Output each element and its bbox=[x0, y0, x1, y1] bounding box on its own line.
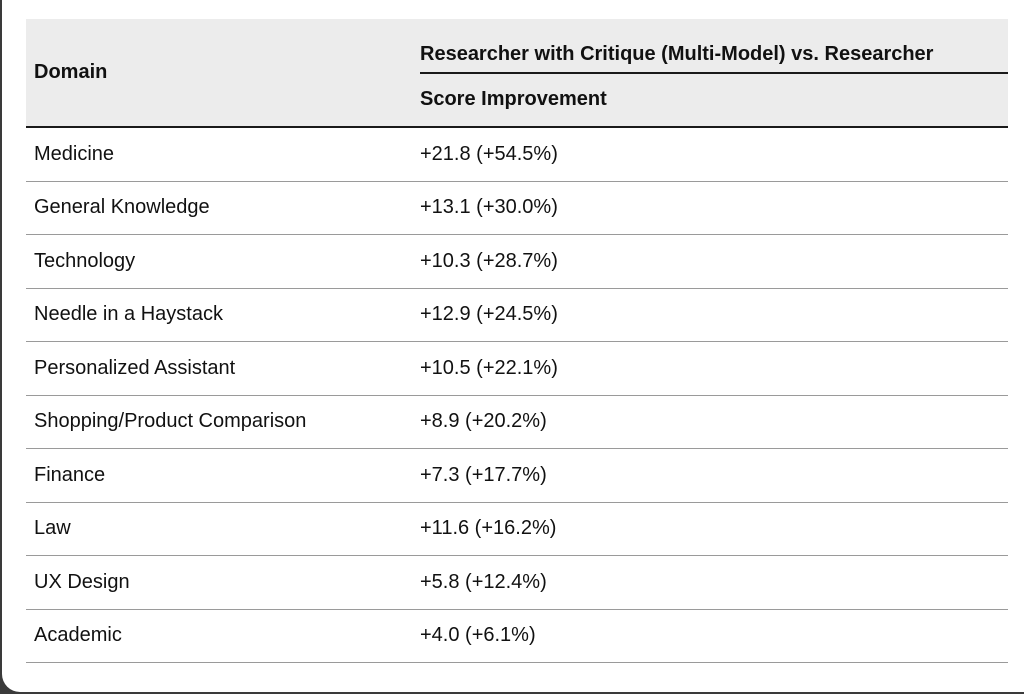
domain-column-header: Domain bbox=[26, 19, 410, 128]
score-improvement-cell: +10.3 (+28.7%) bbox=[410, 234, 1008, 289]
table-body: Medicine +21.8 (+54.5%) General Knowledge +… bbox=[26, 127, 1008, 663]
domain-cell: Needle in a Haystack bbox=[26, 288, 410, 342]
score-improvement-cell: +13.1 (+30.0%) bbox=[410, 181, 1008, 235]
group-column-header: Researcher with Critique (Multi-Model) v… bbox=[410, 19, 1008, 74]
domain-cell: Academic bbox=[26, 609, 410, 663]
results-table: Domain Researcher with Critique (Multi-M… bbox=[26, 19, 1008, 663]
score-improvement-cell: +21.8 (+54.5%) bbox=[410, 127, 1008, 182]
table-row: Law +11.6 (+16.2%) bbox=[26, 502, 1008, 556]
header-row-bottom: Score Improvement bbox=[26, 73, 1008, 128]
group-column-header-label: Researcher with Critique (Multi-Model) v… bbox=[420, 43, 1008, 74]
table-row: Academic +4.0 (+6.1%) bbox=[26, 609, 1008, 663]
table-row: Shopping/Product Comparison +8.9 (+20.2%) bbox=[26, 395, 1008, 449]
score-improvement-cell: +7.3 (+17.7%) bbox=[410, 448, 1008, 503]
domain-cell: Technology bbox=[26, 234, 410, 289]
score-improvement-cell: +8.9 (+20.2%) bbox=[410, 395, 1008, 449]
domain-cell: Medicine bbox=[26, 127, 410, 182]
score-improvement-cell: +11.6 (+16.2%) bbox=[410, 502, 1008, 556]
table-row: Medicine +21.8 (+54.5%) bbox=[26, 127, 1008, 182]
score-improvement-cell: +5.8 (+12.4%) bbox=[410, 555, 1008, 610]
table-row: Finance +7.3 (+17.7%) bbox=[26, 448, 1008, 503]
header-row-top: Domain Researcher with Critique (Multi-M… bbox=[26, 19, 1008, 128]
score-improvement-cell: +4.0 (+6.1%) bbox=[410, 609, 1008, 663]
domain-cell: Law bbox=[26, 502, 410, 556]
score-improvement-cell: +12.9 (+24.5%) bbox=[410, 288, 1008, 342]
domain-cell: General Knowledge bbox=[26, 181, 410, 235]
table-row: General Knowledge +13.1 (+30.0%) bbox=[26, 181, 1008, 235]
domain-cell: UX Design bbox=[26, 555, 410, 610]
domain-cell: Shopping/Product Comparison bbox=[26, 395, 410, 449]
table-row: Technology +10.3 (+28.7%) bbox=[26, 234, 1008, 289]
table-row: UX Design +5.8 (+12.4%) bbox=[26, 555, 1008, 610]
domain-cell: Finance bbox=[26, 448, 410, 503]
table-row: Personalized Assistant +10.5 (+22.1%) bbox=[26, 341, 1008, 396]
domain-cell: Personalized Assistant bbox=[26, 341, 410, 396]
table-header: Domain Researcher with Critique (Multi-M… bbox=[26, 19, 1008, 128]
score-improvement-header: Score Improvement bbox=[410, 73, 1008, 128]
score-improvement-cell: +10.5 (+22.1%) bbox=[410, 341, 1008, 396]
table-row: Needle in a Haystack +12.9 (+24.5%) bbox=[26, 288, 1008, 342]
